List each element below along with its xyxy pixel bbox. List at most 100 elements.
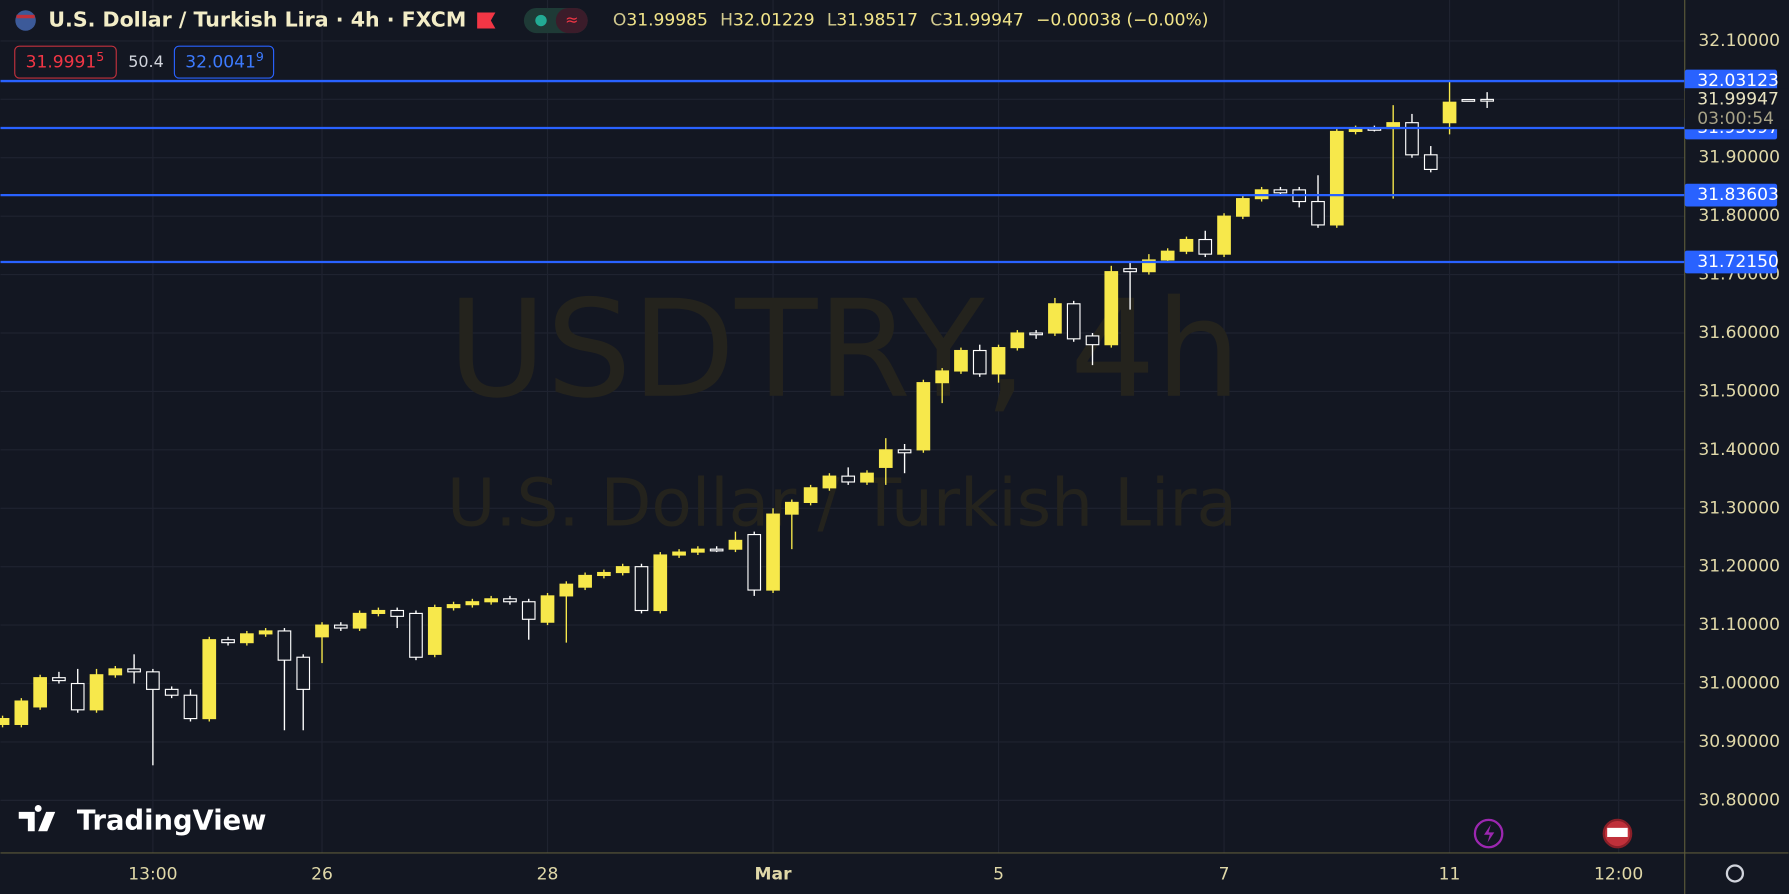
candle-body — [427, 607, 442, 655]
x-tick-label: Mar — [755, 865, 793, 885]
bid-pip: 5 — [96, 49, 104, 64]
flag-icon[interactable] — [15, 10, 36, 31]
candle-body — [653, 554, 668, 612]
low-value: 31.98517 — [836, 11, 918, 31]
bid-main: 31.9991 — [26, 53, 97, 73]
ask-box[interactable] — [173, 45, 275, 79]
candle-body — [615, 566, 630, 574]
candle-body — [14, 700, 29, 725]
y-tick-label: 32.10000 — [1698, 31, 1780, 51]
x-tick-label: 13:00 — [128, 865, 177, 885]
candle-body — [634, 566, 649, 612]
candle-body — [878, 449, 893, 468]
y-tick-label: 31.80000 — [1698, 206, 1780, 226]
candle-body — [1198, 238, 1213, 255]
candle-body — [371, 609, 386, 614]
y-tick-label: 31.00000 — [1698, 674, 1780, 694]
ohlc: O31.99985 H32.01229 L31.98517 C31.99947 … — [613, 11, 1209, 31]
candle-body — [954, 349, 968, 372]
candle-body — [164, 688, 179, 696]
candle-body — [1048, 303, 1062, 334]
close-value: 31.99947 — [942, 11, 1024, 31]
symbol-title[interactable]: U.S. Dollar / Turkish Lira · 4h · FXCM — [48, 8, 466, 32]
x-tick-label: 12:00 — [1594, 865, 1643, 885]
candle-body — [33, 677, 47, 708]
candle-body — [916, 382, 931, 451]
candle-body — [691, 548, 705, 553]
candle-body — [183, 694, 198, 720]
candle-body — [597, 571, 611, 577]
candle-body — [296, 656, 311, 690]
candle-body — [860, 472, 874, 483]
candle-body — [0, 718, 10, 725]
candle-body — [1066, 303, 1081, 340]
candle-body — [1160, 250, 1175, 261]
candle-body — [1442, 101, 1457, 124]
settings-icon[interactable] — [1725, 864, 1745, 883]
candle-body — [240, 633, 254, 644]
candle-body — [108, 668, 123, 676]
bid[interactable]: 31.99915 — [26, 49, 105, 73]
flag-stripes — [1607, 827, 1628, 837]
candle-body — [1010, 332, 1025, 349]
y-tick-label: 31.60000 — [1698, 323, 1780, 343]
candle-body — [52, 677, 66, 682]
status-dot — [535, 14, 547, 27]
candle-body — [1123, 268, 1137, 273]
candle-body — [315, 624, 329, 638]
countdown-label: 03:00:54 — [1697, 109, 1774, 129]
candle-body — [709, 548, 724, 552]
candle-body — [1179, 238, 1194, 252]
candle-body — [352, 612, 367, 629]
candle-body — [521, 601, 536, 620]
candle-body — [972, 349, 987, 375]
x-tick-label: 28 — [537, 865, 559, 885]
candle-body — [1029, 332, 1043, 336]
logo: TradingView — [18, 805, 267, 837]
header: U.S. Dollar / Turkish Lira · 4h · FXCM ≈… — [14, 8, 1209, 79]
y-tick-label: 31.40000 — [1698, 440, 1780, 460]
candle-body — [333, 624, 348, 629]
candle-body — [70, 682, 85, 711]
plot — [0, 79, 1685, 766]
horizontal-line-tag — [1684, 183, 1778, 207]
horizontal-line-label: 31.72150 — [1697, 252, 1779, 272]
candle-body — [258, 630, 273, 635]
y-tick-label: 30.90000 — [1698, 732, 1780, 752]
candle-body — [1329, 130, 1344, 226]
events-icon[interactable] — [1473, 818, 1504, 849]
bid-box[interactable] — [14, 45, 117, 79]
candle-body — [221, 639, 235, 644]
ask-main: 32.0041 — [185, 53, 256, 73]
candle-body — [1311, 200, 1325, 226]
horizontal-line-tag — [1684, 250, 1778, 274]
grid — [0, 0, 1685, 853]
ask[interactable]: 32.00419 — [185, 49, 264, 73]
candle-body — [390, 609, 405, 617]
logo-text[interactable]: TradingView — [77, 806, 267, 837]
logo-mark — [18, 805, 56, 832]
candle-body — [127, 668, 141, 673]
x-tick-label: 7 — [1219, 865, 1230, 885]
candle-body — [784, 501, 799, 515]
flag-stripe — [16, 14, 35, 19]
watermark-symbol: USDTRY, 4h — [448, 271, 1241, 428]
candle-body — [1405, 122, 1419, 156]
candle-body — [1273, 189, 1288, 194]
candle-body — [728, 539, 743, 550]
candle-body — [446, 604, 461, 609]
last-price-tag — [1684, 88, 1789, 130]
candle-body — [465, 601, 480, 606]
candle-body — [897, 449, 912, 454]
flag-marker[interactable] — [477, 12, 496, 29]
horizontal-line-label: 32.03123 — [1697, 71, 1779, 91]
y-tick-label: 31.20000 — [1698, 557, 1780, 577]
open-value: 31.99985 — [626, 11, 708, 31]
y-tick-label: 31.10000 — [1698, 615, 1780, 635]
spread: 50.4 — [128, 52, 164, 71]
candle-body — [146, 671, 160, 690]
events-bolt — [1484, 824, 1495, 843]
y-tick-label: 30.80000 — [1698, 790, 1780, 810]
